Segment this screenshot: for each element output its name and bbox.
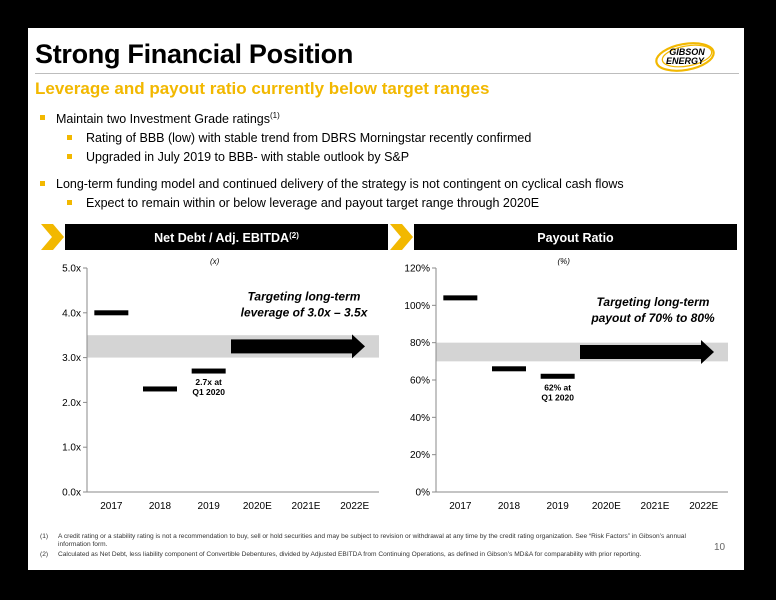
y-tick-label: 1.0x — [62, 443, 81, 454]
footnote-number: (2) — [40, 550, 49, 558]
value-marker — [540, 373, 575, 379]
bullet-text: Long-term funding model and continued de… — [56, 177, 624, 192]
x-tick-label: 2021E — [292, 501, 321, 512]
x-tick-label: 2019 — [547, 501, 570, 512]
footnote: (1) A credit rating or a stability rating… — [40, 533, 700, 550]
unit-label: (%) — [557, 257, 570, 266]
value-marker — [94, 310, 129, 316]
page-number: 10 — [714, 542, 726, 553]
x-tick-label: 2017 — [449, 501, 472, 512]
bullet-item: Expect to remain within or below leverag… — [32, 196, 740, 210]
page-subtitle: Leverage and payout ratio currently belo… — [35, 79, 490, 98]
point-label: 2.7x at — [195, 377, 222, 387]
target-arrow-body — [231, 339, 353, 354]
bullet-item: Rating of BBB (low) with stable trend fr… — [32, 131, 740, 145]
bullet-item: Long-term funding model and continued de… — [32, 177, 740, 191]
y-tick-label: 120% — [404, 264, 430, 275]
point-label: Q1 2020 — [192, 387, 225, 397]
target-annotation: leverage of 3.0x – 3.5x — [241, 305, 369, 319]
value-marker — [443, 295, 478, 301]
y-tick-label: 100% — [404, 301, 430, 312]
target-annotation: payout of 70% to 80% — [590, 311, 715, 325]
footnote-text: A credit rating or a stability rating is… — [58, 533, 686, 549]
y-tick-label: 4.0x — [62, 308, 81, 319]
x-tick-label: 2021E — [641, 501, 670, 512]
value-marker — [143, 386, 177, 392]
bullet-text: Upgraded in July 2019 to BBB- with stabl… — [86, 150, 410, 165]
y-tick-label: 0% — [416, 488, 431, 499]
x-tick-label: 2020E — [243, 501, 272, 512]
net-debt-ebitda-chart: Net Debt / Adj. EBITDA(2) (x) 0.0x 1.0x 2.0x… — [41, 224, 388, 518]
slide: Strong Financial Position GIBSON ENERGY … — [28, 28, 744, 570]
chart-title: Payout Ratio — [537, 231, 614, 245]
chart-header-bar — [414, 224, 737, 250]
target-arrow-body — [580, 345, 702, 359]
footnote-ref: (1) — [270, 111, 280, 120]
bullet-text: Rating of BBB (low) with stable trend fr… — [86, 131, 532, 146]
y-tick-label: 80% — [410, 338, 430, 349]
x-tick-label: 2019 — [198, 501, 221, 512]
point-label: 62% at — [544, 382, 571, 392]
target-arrow-head — [352, 334, 365, 359]
y-tick-label: 2.0x — [62, 398, 81, 409]
y-tick-label: 20% — [410, 450, 430, 461]
y-tick-label: 60% — [410, 376, 430, 387]
y-tick-label: 5.0x — [62, 264, 81, 275]
chevron-icon — [390, 224, 413, 250]
footnote-number: (1) — [40, 533, 49, 540]
x-tick-label: 2018 — [149, 501, 172, 512]
bullet-text: Expect to remain within or below leverag… — [86, 196, 540, 211]
chart-header-bar — [65, 224, 388, 250]
target-annotation: Targeting long-term — [597, 295, 710, 309]
x-tick-label: 2018 — [498, 501, 521, 512]
value-marker — [191, 368, 226, 374]
bullet-item: Upgraded in July 2019 to BBB- with stabl… — [32, 150, 740, 164]
chevron-icon — [41, 224, 64, 250]
svg-text:ENERGY: ENERGY — [666, 56, 705, 66]
title-divider — [35, 73, 739, 74]
y-tick-label: 0.0x — [62, 488, 81, 499]
chart-svg: Payout Ratio (%) 0% 20% 40% 60% 80% 100% 120% 201… — [390, 224, 737, 512]
point-label: Q1 2020 — [541, 392, 574, 402]
footnotes: (1) A credit rating or a stability rating… — [40, 533, 700, 560]
page-title: Strong Financial Position — [35, 39, 354, 69]
chart-title: Net Debt / Adj. EBITDA(2) — [154, 231, 299, 245]
x-tick-label: 2017 — [100, 501, 123, 512]
footnote-text: Calculated as Net Debt, less liability c… — [58, 550, 642, 558]
unit-label: (x) — [210, 257, 220, 266]
bullet-item: Maintain two Investment Grade ratings(1) — [32, 111, 740, 126]
target-annotation: Targeting long-term — [248, 289, 361, 303]
value-marker — [492, 366, 526, 372]
footnote: (2) Calculated as Net Debt, less liabilit… — [40, 551, 700, 559]
chart-title-footnote-ref: (2) — [289, 231, 299, 240]
y-tick-label: 40% — [410, 413, 430, 424]
x-tick-label: 2022E — [340, 501, 369, 512]
bullet-list: Maintain two Investment Grade ratings(1)… — [32, 111, 740, 215]
target-arrow-head — [701, 340, 714, 364]
y-tick-label: 3.0x — [62, 353, 81, 364]
chart-svg: Net Debt / Adj. EBITDA(2) (x) 0.0x 1.0x 2.0x… — [41, 224, 388, 512]
x-tick-label: 2022E — [689, 501, 718, 512]
payout-ratio-chart: Payout Ratio (%) 0% 20% 40% 60% 80% 100% 120% 201… — [390, 224, 737, 518]
gibson-energy-logo-icon: GIBSON ENERGY — [655, 42, 715, 72]
svg-text:GIBSON: GIBSON — [669, 47, 705, 57]
bullet-text: Maintain two Investment Grade ratings — [56, 112, 270, 127]
x-tick-label: 2020E — [592, 501, 621, 512]
